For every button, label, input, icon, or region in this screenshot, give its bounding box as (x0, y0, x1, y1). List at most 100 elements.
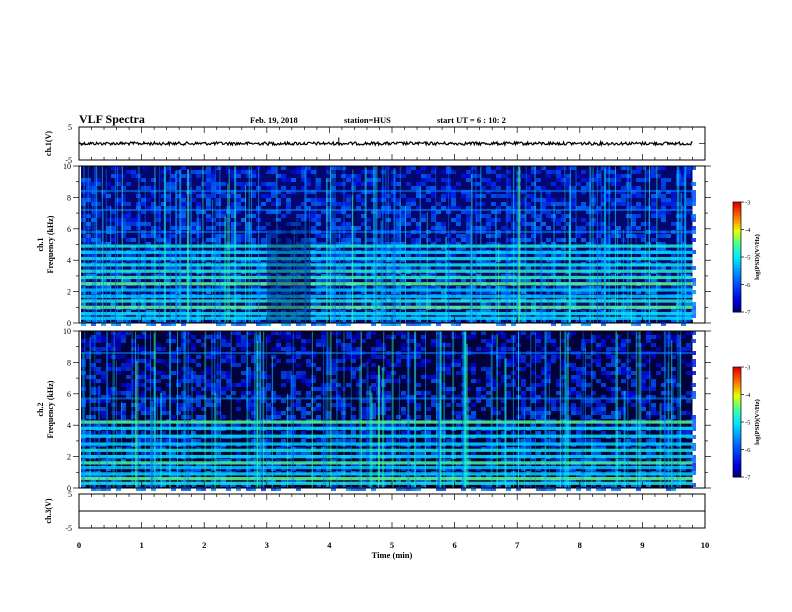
spectrogram-cell (606, 387, 611, 391)
spectrogram-cell (146, 379, 151, 383)
spectrogram-cell (121, 194, 126, 198)
spectrogram-cell (231, 391, 236, 395)
spectrogram-cell (116, 166, 121, 170)
spectrogram-cell (81, 202, 86, 206)
spectrogram-cell (631, 214, 636, 218)
spectrogram-cell (541, 242, 546, 246)
spectrogram-cell (196, 234, 201, 238)
spectrogram-cell (271, 479, 276, 483)
spectrogram-cell (676, 483, 681, 487)
spectrogram-cell (221, 322, 226, 326)
spectrogram-sferic (352, 169, 354, 323)
spectrogram-cell (576, 290, 581, 294)
spectrogram-cell (116, 174, 121, 178)
spectrogram-cell (666, 331, 671, 335)
spectrogram-cell (551, 487, 556, 491)
spectrogram-cell (511, 379, 516, 383)
spectrogram-cell (281, 174, 286, 178)
spectrogram-sferic (290, 370, 292, 488)
spectrogram-cell (171, 174, 176, 178)
spectrogram-cell (536, 178, 541, 182)
spectrogram-cell (441, 170, 446, 174)
spectrogram-cell (181, 210, 186, 214)
spectrogram-cell (601, 415, 606, 419)
spectrogram-cell (566, 314, 571, 318)
spectrogram-cell (531, 395, 536, 399)
spectrogram-cell (606, 166, 611, 170)
spectrogram-cell (166, 339, 171, 343)
spectrogram-sferic (614, 166, 616, 323)
spectrogram-cell (551, 182, 556, 186)
spectrogram-cell (131, 411, 136, 415)
spectrogram-cell (176, 347, 181, 351)
spectrogram-cell (296, 391, 301, 395)
spectrogram-cell (591, 339, 596, 343)
spectrogram-cell (326, 226, 331, 230)
spectrogram-cell (466, 459, 471, 463)
spectrogram-cell (111, 322, 116, 326)
spectrogram-cell (471, 415, 476, 419)
spectrogram-cell (541, 206, 546, 210)
spectrogram-cell (621, 286, 626, 290)
spectrogram-cell (616, 487, 621, 491)
spectrogram-cell (691, 278, 696, 282)
spectrogram-cell (371, 182, 376, 186)
spectrogram-cell (681, 286, 686, 290)
colorbar-segment (733, 246, 741, 250)
spectrogram-sferic (603, 166, 606, 323)
spectrogram-cell (136, 202, 141, 206)
spectrogram-cell (106, 399, 111, 403)
spectrogram-cell (276, 278, 281, 282)
spectrogram-cell (191, 222, 196, 226)
spectrogram-cell (221, 214, 226, 218)
spectrogram-cell (121, 286, 126, 290)
spectrogram-cell (556, 479, 561, 483)
spectrogram-cell (251, 174, 256, 178)
spectrogram-cell (231, 363, 236, 367)
spectrogram-cell (676, 339, 681, 343)
spectrogram-cell (531, 387, 536, 391)
spectrogram-cell (366, 399, 371, 403)
spectrogram-cell (691, 194, 696, 198)
spectrogram-cell (156, 318, 161, 322)
spectrogram-cell (581, 170, 586, 174)
spectrogram-cell (141, 198, 146, 202)
spectrogram-cell (281, 194, 286, 198)
spectrogram-cell (651, 395, 656, 399)
spectrogram-sferic (248, 403, 250, 488)
spectrogram-cell (131, 423, 136, 427)
spectrogram-cell (346, 439, 351, 443)
spectrogram-cell (96, 202, 101, 206)
spectrogram-cell (646, 314, 651, 318)
spectrogram-cell (491, 463, 496, 467)
spectrogram-cell (236, 423, 241, 427)
spectrogram-cell (621, 483, 626, 487)
spectrogram-cell (601, 339, 606, 343)
spectrogram-cell (596, 359, 601, 363)
spectrogram-cell (561, 359, 566, 363)
spectrogram-cell (541, 335, 546, 339)
spectrogram-cell (616, 387, 621, 391)
spectrogram-cell (126, 451, 131, 455)
spectrogram-cell (536, 375, 541, 379)
spectrogram-cell (301, 246, 306, 250)
spectrogram-cell (96, 391, 101, 395)
spectrogram-cell (481, 194, 486, 198)
spectrogram-cell (651, 383, 656, 387)
spectrogram-cell (526, 186, 531, 190)
spectrogram-cell (586, 290, 591, 294)
spectrogram-cell (561, 479, 566, 483)
spectrogram-cell (96, 379, 101, 383)
spectrogram-cell (371, 411, 376, 415)
spectrogram-cell (251, 318, 256, 322)
spectrogram-band (81, 305, 693, 309)
spectrogram-cell (326, 347, 331, 351)
spectrogram-cell (531, 423, 536, 427)
spectrogram-cell (521, 290, 526, 294)
spectrogram-cell (451, 278, 456, 282)
spectrogram-cell (246, 339, 251, 343)
spectrogram-cell (216, 286, 221, 290)
spectrogram-cell (191, 198, 196, 202)
spectrogram-cell (396, 210, 401, 214)
spectrogram-cell (161, 403, 166, 407)
